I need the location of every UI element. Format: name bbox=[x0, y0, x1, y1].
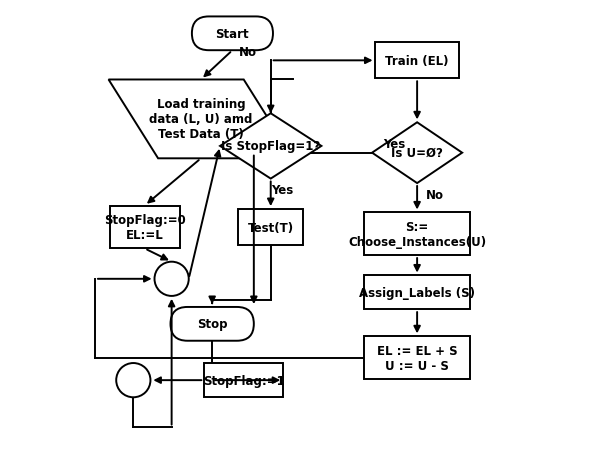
Text: Assign_Labels (S): Assign_Labels (S) bbox=[359, 286, 475, 299]
Bar bbox=[204, 364, 283, 397]
Bar bbox=[364, 337, 470, 379]
Polygon shape bbox=[220, 114, 322, 179]
Bar bbox=[364, 213, 470, 256]
Text: Load training
data (L, U) amd
Test Data (T): Load training data (L, U) amd Test Data … bbox=[149, 98, 253, 141]
Text: Is U=Ø?: Is U=Ø? bbox=[391, 147, 443, 160]
Text: Yes: Yes bbox=[383, 138, 406, 151]
Bar bbox=[376, 43, 459, 79]
Text: StopFlag:=1: StopFlag:=1 bbox=[203, 374, 284, 387]
Text: Start: Start bbox=[215, 28, 249, 40]
Polygon shape bbox=[372, 123, 462, 184]
Text: S:=
Choose_Instances(U): S:= Choose_Instances(U) bbox=[348, 220, 486, 248]
Polygon shape bbox=[109, 80, 293, 159]
Text: Train (EL): Train (EL) bbox=[385, 55, 449, 68]
Bar bbox=[238, 209, 304, 246]
Bar bbox=[364, 276, 470, 309]
Text: Yes: Yes bbox=[271, 184, 293, 197]
Circle shape bbox=[116, 363, 151, 397]
Text: Test(T): Test(T) bbox=[248, 221, 294, 234]
Text: Stop: Stop bbox=[197, 318, 227, 331]
FancyBboxPatch shape bbox=[170, 307, 254, 341]
Text: EL := EL + S
U := U - S: EL := EL + S U := U - S bbox=[377, 344, 457, 372]
FancyBboxPatch shape bbox=[192, 17, 273, 51]
Bar bbox=[110, 206, 179, 249]
Text: No: No bbox=[426, 188, 444, 202]
Text: No: No bbox=[239, 46, 257, 59]
Text: Is StopFlag=1?: Is StopFlag=1? bbox=[221, 140, 320, 153]
Circle shape bbox=[155, 262, 189, 296]
Text: StopFlag:=0
EL:=L: StopFlag:=0 EL:=L bbox=[104, 213, 185, 242]
